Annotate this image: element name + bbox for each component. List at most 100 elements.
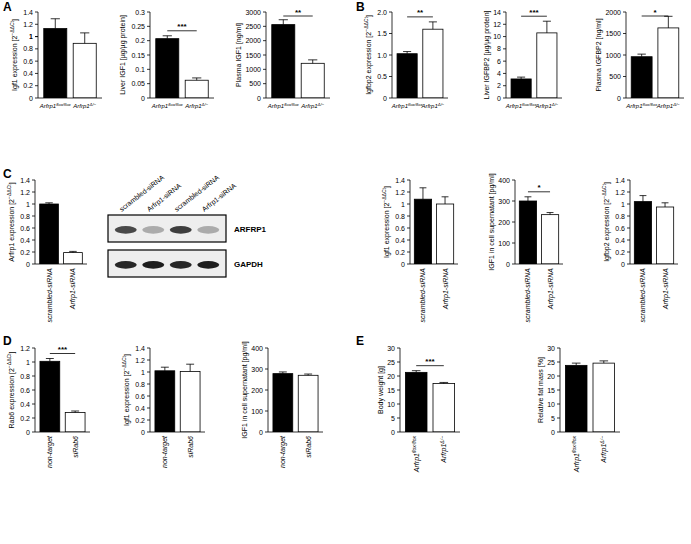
y-axis xyxy=(515,180,516,264)
tick-label: 1.4 xyxy=(395,177,405,184)
bar-chart: 0100200300400IGF1 in cell supernatant [p… xyxy=(241,341,323,468)
text-part: Arfrp1 xyxy=(440,444,448,464)
bar-chart: 0500100015002000Plasma IGFBP2 [ng/ml]Arf… xyxy=(595,8,684,110)
plot-area xyxy=(519,197,558,264)
bar xyxy=(565,365,587,432)
tick xyxy=(503,85,506,86)
category-label: Arfrp1flox/flox xyxy=(625,102,658,109)
tick-label: 0.6 xyxy=(20,225,30,232)
tick-label: 500 xyxy=(609,73,621,80)
tick-label: 0.8 xyxy=(395,213,405,220)
bar-chart: 00.050.10.150.20.250.3Liver IGF1 [µg/µg … xyxy=(119,9,214,110)
text-part: Arfrp1 xyxy=(300,103,317,109)
tick-label: 0 xyxy=(621,261,625,268)
y-axis-label: Igf1 expression [2−ΔΔCt] xyxy=(9,19,19,91)
tick-label: 1.2 xyxy=(615,189,625,196)
superscript: flox/flox xyxy=(56,102,71,107)
error-bar xyxy=(420,188,427,199)
tick xyxy=(512,180,515,181)
bar xyxy=(541,215,558,264)
tick-label: 4 xyxy=(497,70,501,77)
tick-label: 200 xyxy=(251,387,263,394)
y-axis xyxy=(626,12,627,98)
tick-label: 100 xyxy=(498,240,510,247)
tick-label: 0.4 xyxy=(20,401,30,408)
bar-chart: 050010001500200025003000Plasma IGF1 [ng/… xyxy=(235,8,330,110)
significance: * xyxy=(653,8,657,17)
bar xyxy=(397,54,417,98)
error-bar xyxy=(572,363,581,365)
error-bar xyxy=(51,19,60,29)
tick-label: 0 xyxy=(141,95,145,102)
significance: * xyxy=(537,183,541,192)
tick xyxy=(32,432,35,433)
text-part: Arfrp1 xyxy=(573,453,581,473)
tick-label: 1.4 xyxy=(20,177,30,184)
tick xyxy=(407,180,410,181)
lane-label: scrambled-siRNA xyxy=(118,174,165,213)
text-part: Arfrp1 xyxy=(413,453,421,473)
tick-label: 10 xyxy=(493,33,501,40)
y-axis xyxy=(38,12,39,98)
superscript: flox/flox xyxy=(643,102,658,107)
plot-area xyxy=(273,372,318,432)
bar xyxy=(519,201,536,264)
y-axis xyxy=(630,180,631,264)
tick-label: 2500 xyxy=(245,23,261,30)
tick xyxy=(557,418,560,419)
tick xyxy=(627,192,630,193)
tick xyxy=(389,98,392,99)
y-axis-label: Rab6 expression [2−ΔΔCt] xyxy=(6,351,16,428)
text-part: Igfbp2 expression [2 xyxy=(365,32,373,95)
bar xyxy=(65,412,85,432)
y-axis-label: Body weight [g] xyxy=(377,366,385,414)
x-axis xyxy=(392,98,448,99)
text-part: Arfrp1 xyxy=(184,103,201,109)
category-label: Arfrp1Δ/− xyxy=(534,102,558,109)
tick xyxy=(32,216,35,217)
category-label: non-target xyxy=(46,435,54,468)
error-line xyxy=(283,20,284,25)
category-label: Arfrp1flox/flox xyxy=(151,102,184,109)
error-cap xyxy=(403,51,411,52)
text-part: Igfbp2 expression [2 xyxy=(603,199,611,262)
x-axis xyxy=(560,432,620,433)
error-line xyxy=(55,19,56,29)
error-line xyxy=(432,22,433,29)
bar-chart: C00.20.40.60.811.21.4Arfrp1 expression [… xyxy=(3,167,87,322)
text-part: ] xyxy=(8,182,16,184)
error-line xyxy=(668,16,669,28)
tick xyxy=(397,432,400,433)
error-bar xyxy=(664,16,672,28)
bar xyxy=(156,39,179,98)
row-label: GAPDH xyxy=(234,260,263,269)
tick-label: 0.4 xyxy=(615,237,625,244)
tick-label: 100 xyxy=(251,408,263,415)
text-part: ] xyxy=(123,354,131,356)
superscript: flox/flox xyxy=(284,102,299,107)
category-label: Arfrp1Δ/− xyxy=(656,102,680,109)
tick-label: 0.2 xyxy=(135,417,145,424)
tick xyxy=(557,390,560,391)
tick xyxy=(32,264,35,265)
bar xyxy=(40,204,59,264)
tick-label: 2000 xyxy=(245,37,261,44)
tick-label: 20 xyxy=(387,373,395,380)
tick-label: 200 xyxy=(498,219,510,226)
tick-label: 12 xyxy=(493,21,501,28)
category-label: Arfrp1-siRNA xyxy=(662,268,670,311)
x-axis xyxy=(630,264,678,265)
band xyxy=(142,261,164,269)
superscript: −ΔΔCt xyxy=(601,184,607,199)
tick-label: 5 xyxy=(551,415,555,422)
tick xyxy=(557,362,560,363)
tick xyxy=(389,76,392,77)
y-axis-label: Relative fat mass [%] xyxy=(537,357,545,423)
tick-label: 3000 xyxy=(245,9,261,16)
tick-label: 0 xyxy=(26,261,30,268)
y-axis-label: Plasma IGF1 [ng/ml] xyxy=(235,23,243,87)
text-part: Arfrp1 xyxy=(39,103,56,109)
tick-label: 0.8 xyxy=(135,381,145,388)
error-line xyxy=(546,21,547,33)
tick-label: 2000 xyxy=(605,9,621,16)
